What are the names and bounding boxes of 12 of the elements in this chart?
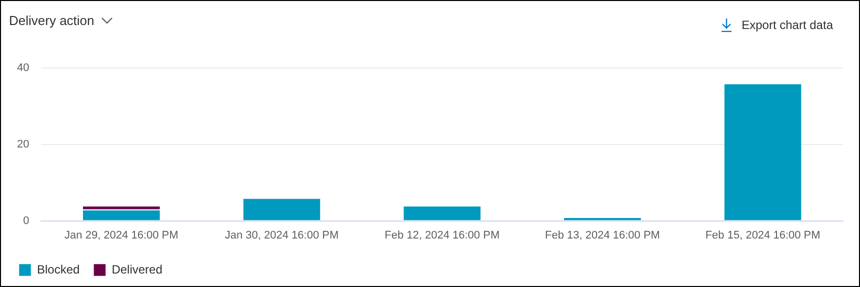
x-tick-label: Jan 29, 2024 16:00 PM (64, 229, 178, 242)
y-tick-label: 0 (23, 214, 30, 227)
x-tick-label: Feb 12, 2024 16:00 PM (384, 229, 500, 242)
text: Export chart data (742, 18, 833, 32)
chart-title: Delivery action (9, 13, 94, 28)
legend-label: Blocked (37, 262, 80, 276)
x-tick-label: Jan 30, 2024 16:00 PM (224, 229, 339, 242)
x-tick-label: Feb 13, 2024 16:00 PM (544, 229, 660, 242)
y-tick-label: 40 (16, 62, 30, 74)
x-tick-label: Feb 15, 2024 16:00 PM (705, 229, 820, 242)
legend-label: Delivered (112, 262, 162, 276)
y-tick-label: 20 (16, 138, 30, 150)
